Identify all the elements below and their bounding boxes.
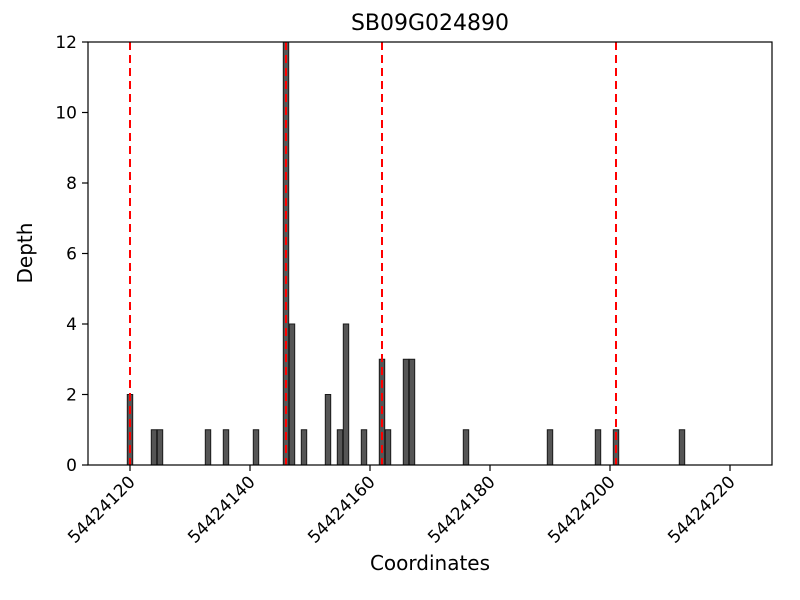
depth-bar <box>360 429 368 466</box>
depth-bar <box>546 429 554 466</box>
depth-bar <box>204 429 212 466</box>
depth-bar <box>324 394 332 466</box>
depth-bar <box>402 358 410 466</box>
depth-bar <box>150 429 158 466</box>
y-tick-label: 10 <box>55 104 77 124</box>
depth-bar <box>288 323 296 466</box>
x-tick-label: 54424200 <box>544 472 619 547</box>
depth-bar <box>408 358 416 466</box>
y-tick-label: 8 <box>66 174 77 194</box>
x-axis-label: Coordinates <box>369 551 491 575</box>
y-tick-label: 12 <box>55 33 77 53</box>
x-tick-label: 54424220 <box>664 472 739 547</box>
chart-title: SB09G024890 <box>350 11 510 36</box>
plot-border <box>87 41 773 466</box>
depth-bar <box>594 429 602 466</box>
y-tick-label: 6 <box>66 245 77 265</box>
depth-bar <box>336 429 344 466</box>
depth-bar <box>462 429 470 466</box>
y-tick-label: 4 <box>66 315 77 335</box>
x-tick-label: 54424140 <box>184 472 259 547</box>
depth-bar <box>252 429 260 466</box>
depth-bar <box>156 429 164 466</box>
depth-bar <box>126 394 134 466</box>
x-tick-label: 54424160 <box>304 472 379 547</box>
y-tick-label: 0 <box>66 456 77 476</box>
depth-bar <box>342 323 350 466</box>
depth-bar <box>678 429 686 466</box>
x-tick-label: 54424120 <box>64 472 139 547</box>
depth-bar <box>300 429 308 466</box>
depth-bar <box>384 429 392 466</box>
y-tick-label: 2 <box>66 386 77 406</box>
x-tick-label: 54424180 <box>424 472 499 547</box>
depth-bar <box>222 429 230 466</box>
